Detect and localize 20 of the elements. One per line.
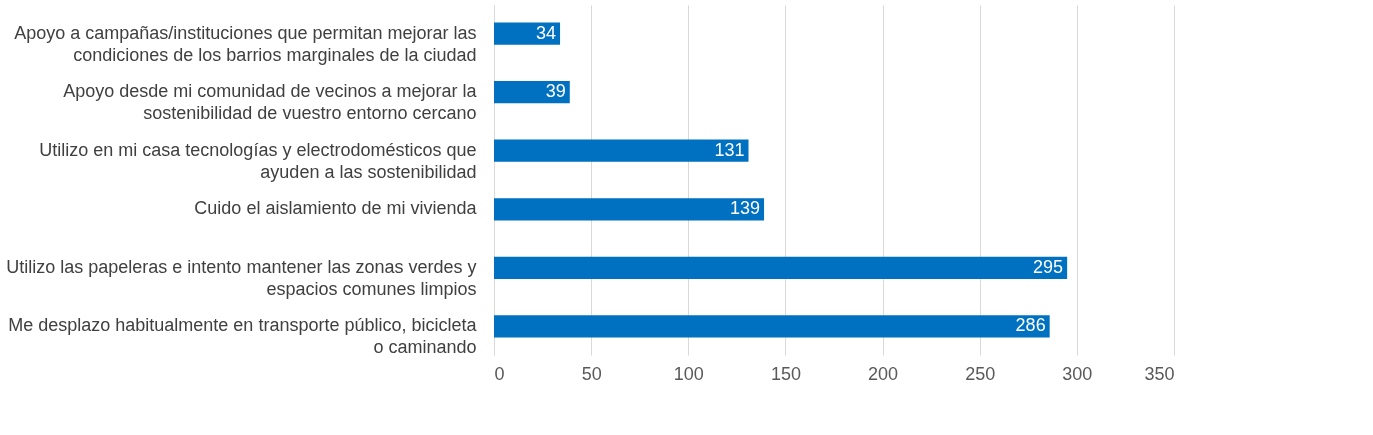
y-tick-label: Apoyo desde mi comunidad de vecinos a mejorar la sostenibilidad de vuestro entorno cercano (63, 81, 478, 124)
data-label: 34 (536, 22, 557, 43)
data-label: 286 (1015, 315, 1046, 336)
x-tick-label: 300 (1062, 363, 1093, 384)
x-tick-label: 100 (673, 363, 704, 384)
x-tick-label: 200 (868, 363, 899, 384)
y-tick-label: Utilizo en mi casa tecnologías y electrodomésticos que ayuden a las sostenibilidad (39, 139, 477, 182)
x-tick-label: 250 (965, 363, 996, 384)
x-tick-label: 350 (1144, 363, 1175, 384)
y-tick-label: Me desplazo habitualmente en transporte público, bicicleta o caminando (8, 315, 478, 358)
y-tick-label: Apoyo a campañas/instituciones que permitan mejorar las condiciones de los barrios marginales de la ciudad (14, 22, 477, 65)
data-label: 139 (730, 198, 761, 219)
y-tick-label: Utilizo las papeleras e intento mantener las zonas verdes y espacios comunes limpios (6, 256, 477, 299)
x-tick-label: 150 (770, 363, 801, 384)
data-label: 131 (714, 139, 745, 160)
y-tick-label: Cuido el aislamiento de mi vivienda (194, 198, 478, 219)
x-tick-label: 50 (581, 363, 602, 384)
data-label: 295 (1033, 256, 1064, 277)
data-label: 39 (545, 81, 566, 102)
x-tick-label: 0 (494, 363, 505, 384)
